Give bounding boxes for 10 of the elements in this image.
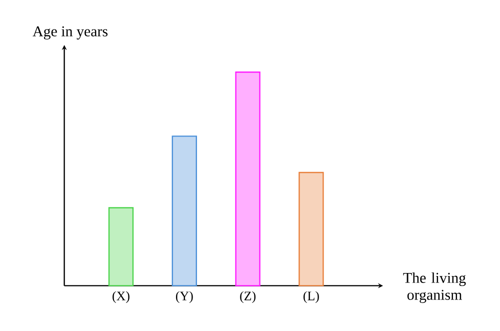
x-tick-label: (L) (304, 291, 319, 303)
x-axis-title: The living organism (403, 272, 466, 303)
bar (172, 136, 197, 286)
bar (298, 172, 324, 286)
y-axis-title: Age in years (32, 26, 108, 40)
x-tick-label: (X) (112, 291, 130, 303)
bar (235, 72, 260, 286)
x-tick-label: (Y) (176, 291, 193, 303)
x-tick-label: (Z) (240, 291, 256, 303)
bar (108, 207, 134, 286)
